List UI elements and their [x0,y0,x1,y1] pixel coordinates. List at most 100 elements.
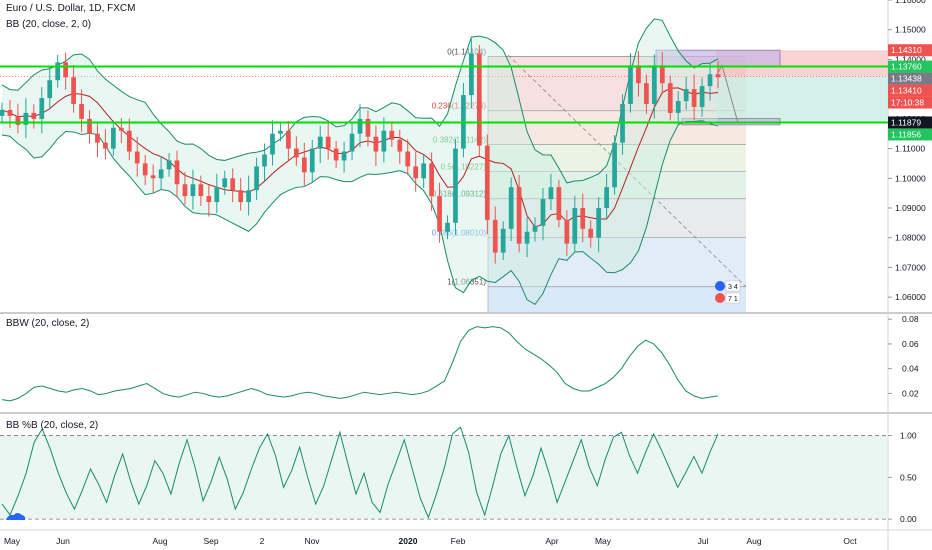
price-axis-label: 1.14000 [895,54,926,64]
candle-body [628,65,633,104]
candle-body [246,190,251,203]
candle-body [596,208,602,238]
price-badge [888,72,932,85]
candle-body [230,178,236,191]
fib-zone [488,144,746,172]
candle-body [357,118,363,134]
price-badge-label: 1.13410 [891,86,922,96]
candle-body [405,151,411,167]
fib-zone [488,171,746,199]
candle-body [111,127,116,149]
candle-body [683,89,689,102]
price-axis-label: 1.11000 [895,144,925,154]
candle-body [469,53,474,96]
candle-body [118,127,124,131]
time-axis-label: Feb [451,536,466,546]
bbp-axis-label: 1.00 [900,431,917,441]
candle-body [572,208,578,244]
price-badge [888,96,932,109]
candle-body [715,74,721,78]
candle-body [667,83,673,113]
price-badge [888,84,932,97]
bbw-indicator-label[interactable]: BBW (20, close, 2) [6,318,90,329]
bb-indicator-label[interactable]: BB (20, close, 2, 0) [6,19,92,30]
candle-body [262,154,267,167]
fib-level-label: 0.786(1.08010) [432,228,487,237]
candle-body [636,65,641,84]
candle-body [79,104,84,119]
candle-body [333,148,339,161]
fib-trend-line [507,54,747,288]
candle-body [15,115,21,125]
candle-body [476,53,482,146]
price-badge-label: 1.13438 [891,74,922,84]
candle-body [278,130,283,134]
bollinger-lower-band [1,120,719,306]
candle-body [293,148,299,158]
candle-body [55,62,61,81]
fib-level-label: 0.382(1.11142) [433,135,486,144]
candle-body [286,130,291,149]
price-badge-label: 1.11856 [891,129,921,139]
price-axis-label: 1.09000 [895,203,926,213]
candle-body [588,228,594,238]
candle-body [421,163,427,179]
candle-body [532,225,538,232]
fib-zone [488,198,746,238]
candle-body [150,175,156,179]
candle-body [492,219,498,253]
candle-body [500,228,506,253]
candle-body [0,109,5,116]
candle-body [548,187,554,200]
candle-body [174,160,180,185]
tradingview-logo-icon [6,513,26,520]
candle-body [381,130,387,152]
candle-body [365,118,371,137]
time-axis-label: Jun [56,536,70,546]
candle-body [691,89,697,107]
candle-body [453,148,458,223]
price-badge [888,44,932,57]
fib-zone [488,237,746,287]
candle-body [484,145,490,220]
price-badge-label: 1.11879 [891,117,921,127]
time-axis-label: May [4,536,21,546]
time-axis-label: May [595,536,612,546]
price-axis-label: 1.16000 [895,0,926,5]
bbp-indicator-label[interactable]: BB %B (20, close, 2) [6,420,99,431]
candle-body [63,62,69,78]
fib-zone [488,110,746,145]
candle-body [95,133,100,143]
bbw-axis-label: 0.08 [902,314,919,324]
price-badge-label: 17:10:38 [891,98,924,108]
candle-body [373,136,379,152]
price-badge-label: 1.14310 [891,45,922,55]
bbp-background-band [0,435,888,520]
symbol-title[interactable]: Euro / U.S. Dollar, 1D, FXCM [6,3,136,14]
candle-body [389,130,395,140]
candle-body [238,190,244,203]
candle-body [413,166,419,179]
candle-body [604,187,609,208]
candle-body [564,219,570,244]
candle-body [659,65,665,84]
candle-body [397,139,403,152]
price-badge [888,116,932,129]
candle-body [142,163,148,176]
candle-body [7,109,13,116]
candle-body [325,136,331,149]
bbp-axis-label: 0.50 [900,472,917,482]
candle-body [254,166,259,191]
candle-body [508,187,514,229]
candle-body [222,178,228,188]
candle-body [206,196,212,203]
price-axis-label: 1.10000 [895,173,926,183]
candle-body [166,160,172,170]
time-axis-label: Oct [843,536,857,546]
candle-body [429,163,434,197]
candle-body [103,142,108,149]
fib-level-label: 1(1.06351) [447,278,486,287]
bollinger-band-fill [2,18,718,305]
candle-body [270,133,275,155]
